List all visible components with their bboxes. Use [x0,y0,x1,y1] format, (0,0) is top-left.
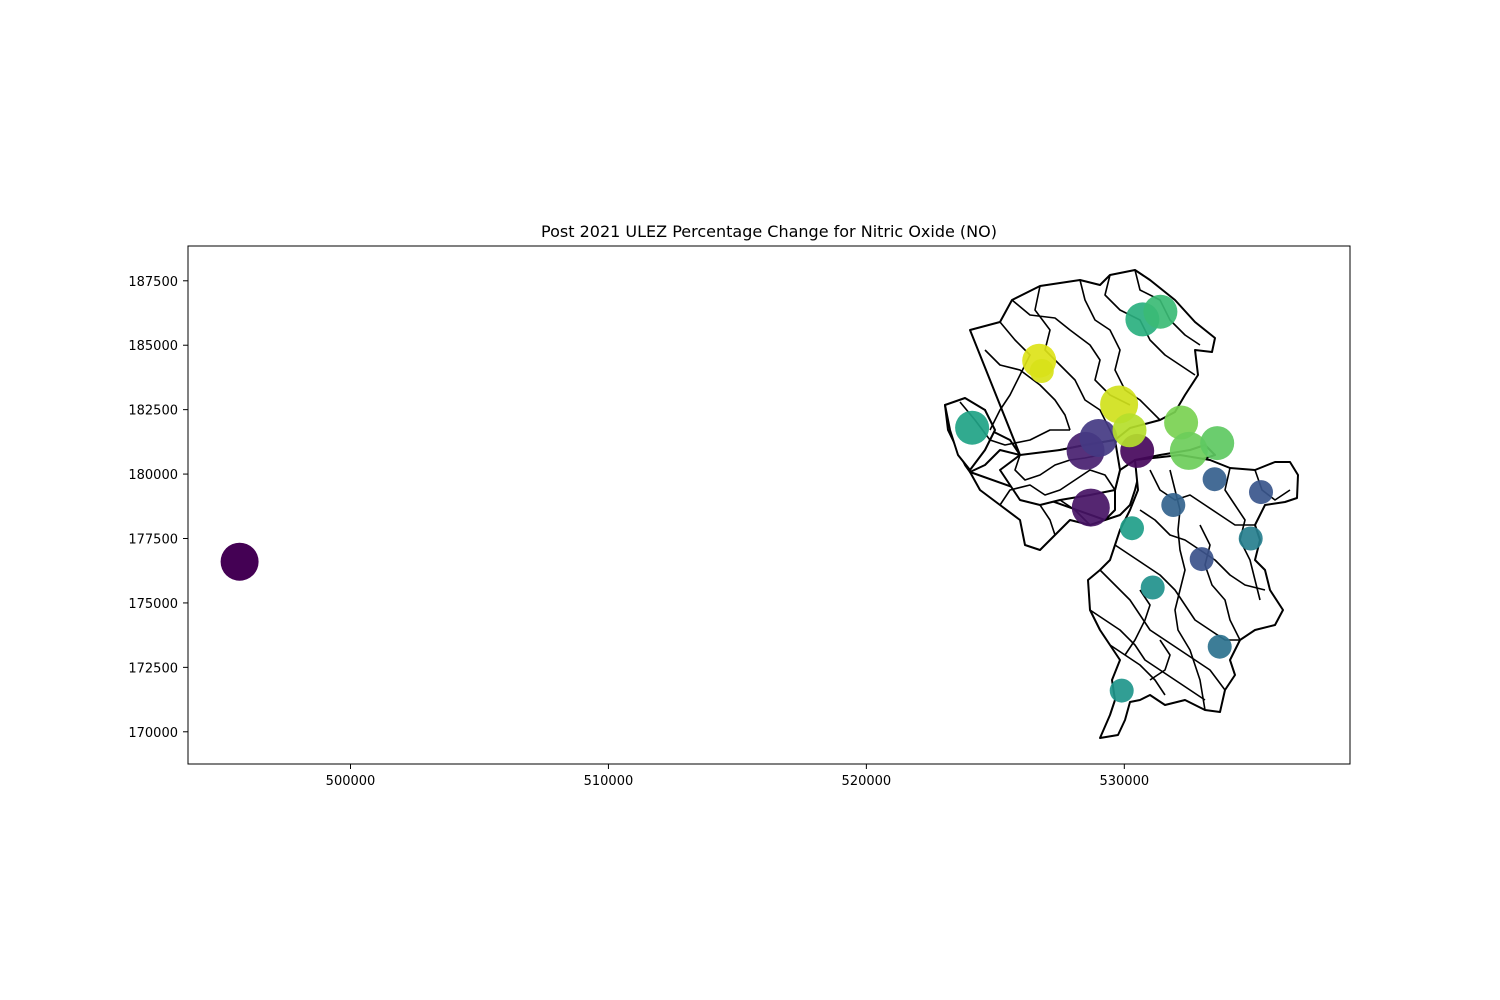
data-point [1200,426,1235,461]
x-tick-label: 510000 [584,774,634,789]
ward-line [1089,609,1206,701]
axes-frame [187,245,1351,765]
y-tick-label: 170000 [128,726,178,741]
data-point [955,410,990,445]
y-tick-label: 182500 [128,404,178,419]
y-tick-label: 180000 [128,468,178,483]
ward-line [1099,569,1226,691]
data-point [1112,413,1147,448]
ward-line [1149,639,1171,681]
ward-boundaries-map [944,269,1299,739]
data-point [1249,480,1273,505]
y-tick-label: 185000 [128,339,178,354]
data-point [1164,405,1199,440]
ward-line [1109,644,1166,696]
x-tick-label: 520000 [842,774,892,789]
ward-line [999,469,1116,506]
data-point [1029,359,1054,383]
data-point [1143,294,1178,329]
ward-line [1124,589,1151,656]
data-point [1079,419,1118,457]
ward-line [1039,504,1056,536]
data-point [1207,634,1232,659]
y-tick-label: 172500 [128,661,178,676]
data-point [1189,547,1214,572]
data-point [1202,467,1227,492]
ward-line [1011,299,1131,406]
data-point [220,542,259,581]
ward-line [989,321,1031,431]
y-tick-label: 187500 [128,275,178,290]
ward-line [1149,469,1255,526]
data-point [1071,488,1110,527]
x-axis: 500000 510000 520000 530000 [326,764,1149,789]
scatter-points [220,294,1273,703]
y-axis: 170000 172500 175000 177500 180000 182500 1850… [128,275,188,741]
data-point [1140,575,1165,600]
data-point [1120,516,1144,541]
x-tick-label: 500000 [326,774,376,789]
data-point [1238,526,1263,551]
ward-line [1199,524,1241,641]
data-point [1161,493,1186,517]
data-point [1169,431,1208,470]
x-tick-label: 530000 [1099,774,1149,789]
y-tick-label: 175000 [128,597,178,612]
ward-line [984,349,1071,431]
y-tick-label: 177500 [128,533,178,548]
chart-title: Post 2021 ULEZ Percentage Change for Nit… [541,222,997,241]
data-point [1109,678,1134,703]
